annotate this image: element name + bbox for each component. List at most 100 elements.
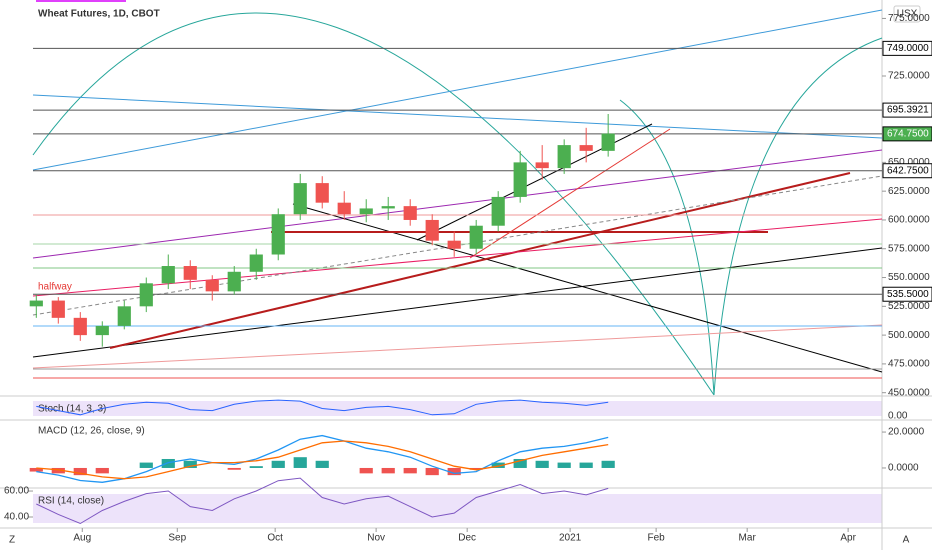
y-tick-label: 20.0000 — [888, 427, 925, 438]
x-tick-label: Aug — [73, 533, 91, 544]
macd-histogram — [601, 460, 615, 468]
currency-box[interactable] — [893, 5, 921, 23]
candle-body — [535, 162, 549, 169]
candle-body — [359, 208, 373, 215]
candle-body — [447, 240, 461, 249]
candle-body — [205, 279, 219, 292]
level-box — [882, 286, 932, 302]
macd-histogram — [381, 467, 395, 474]
level-box — [882, 163, 932, 179]
macd-histogram — [557, 462, 571, 468]
level-label: 749.0000 — [887, 43, 929, 54]
x-tick-label: 2021 — [559, 533, 582, 544]
y-tick-label: 725.0000 — [888, 71, 930, 82]
drawings — [32, 9, 883, 396]
macd-histogram — [249, 466, 263, 468]
trend-line — [32, 94, 883, 139]
candle-body — [315, 183, 329, 203]
y-tick-label: 475.0000 — [888, 359, 930, 370]
trend-line — [32, 149, 883, 259]
x-tick-label: Sep — [168, 533, 186, 544]
annotation: halfway — [38, 282, 72, 293]
candle-body — [557, 145, 571, 169]
macd-histogram — [161, 458, 175, 468]
candle-body — [73, 317, 87, 336]
trend-line — [109, 172, 851, 349]
macd-histogram — [403, 467, 417, 474]
macd-histogram — [315, 460, 329, 468]
currency[interactable]: USX — [897, 9, 918, 20]
macd-histogram — [139, 462, 153, 468]
level-label: 535.5000 — [887, 289, 929, 300]
y-tick-label: 40.00 — [4, 512, 29, 523]
candle-body — [491, 196, 505, 226]
toolbar-button[interactable]: A — [903, 535, 910, 546]
candle-body — [117, 306, 131, 326]
macd-histogram — [271, 460, 285, 468]
macd-histogram — [293, 457, 307, 468]
macd-histogram — [447, 467, 461, 476]
candle-body — [469, 225, 483, 249]
candle-body — [403, 206, 417, 220]
macd-histogram — [469, 467, 483, 470]
stoch-line — [36, 399, 609, 416]
level-label: 642.7500 — [887, 165, 929, 176]
y-tick-label: 525.0000 — [888, 301, 930, 312]
macd-histogram — [425, 467, 439, 476]
x-tick-label: Apr — [840, 533, 856, 544]
y-tick-label: 625.0000 — [888, 186, 930, 197]
rsi-line — [36, 477, 609, 525]
y-tick-label: 500.0000 — [888, 330, 930, 341]
macd-histogram — [227, 467, 241, 470]
candle-body — [579, 145, 593, 151]
candle-body — [95, 325, 109, 336]
trend-line — [32, 324, 883, 369]
y-tick-label: 60.00 — [4, 486, 29, 497]
trend-line — [32, 247, 883, 358]
candle-body — [381, 206, 395, 209]
macd-histogram — [513, 458, 527, 468]
arc — [32, 12, 715, 396]
chart-title: Wheat Futures, 1D, CBOT — [38, 9, 160, 20]
indicator-title: MACD (12, 26, close, 9) — [38, 426, 145, 437]
candle-body — [513, 162, 527, 197]
y-tick-label: 0.0000 — [888, 463, 919, 474]
arc — [713, 37, 883, 396]
macd-line — [36, 440, 609, 480]
candle-body — [249, 254, 263, 272]
rsi-band — [33, 494, 882, 523]
macd-histogram — [579, 462, 593, 468]
y-tick-label: 0.00 — [888, 411, 908, 422]
level-box — [882, 102, 932, 118]
candle-body — [425, 219, 439, 241]
indicator-title: RSI (14, close) — [38, 496, 104, 507]
macd-histogram — [73, 467, 87, 476]
title-underline — [36, 0, 126, 2]
indicator-title: Stoch (14, 3, 3) — [38, 404, 106, 415]
candle-body — [183, 266, 197, 280]
candle-body — [161, 266, 175, 284]
macd-histogram — [359, 467, 373, 474]
y-tick-label: 775.0000 — [888, 13, 930, 24]
candle-body — [601, 133, 615, 151]
x-tick-label: Oct — [267, 533, 283, 544]
stoch-band — [33, 401, 882, 416]
candle-body — [139, 283, 153, 307]
level-box — [882, 40, 932, 56]
macd-histogram — [95, 467, 109, 474]
arc — [619, 99, 715, 396]
macd-histogram — [535, 460, 549, 468]
x-tick-label: Dec — [458, 533, 476, 544]
macd-line — [36, 434, 609, 483]
toolbar-button[interactable]: Z — [9, 535, 15, 546]
candle-body — [29, 300, 43, 307]
trend-line — [32, 9, 883, 171]
macd-histogram — [51, 467, 65, 474]
macd-histogram — [491, 462, 505, 468]
candle-body — [271, 214, 285, 255]
level-label: 674.7500 — [887, 129, 929, 140]
candle-body — [337, 202, 351, 215]
y-tick-label: 575.0000 — [888, 243, 930, 254]
